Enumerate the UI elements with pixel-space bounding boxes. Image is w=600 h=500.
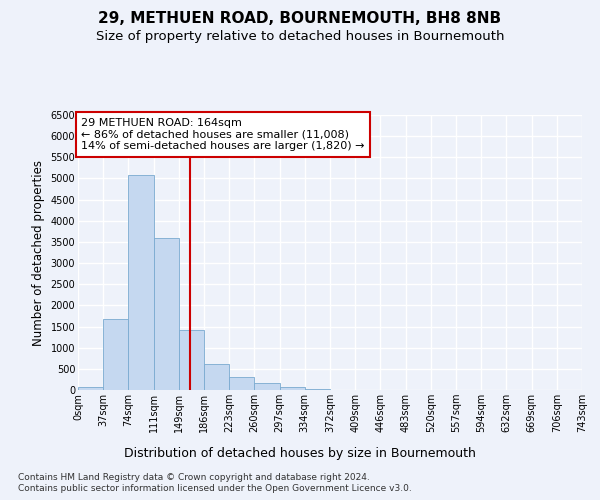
Text: Contains public sector information licensed under the Open Government Licence v3: Contains public sector information licen… — [18, 484, 412, 493]
Bar — [254, 383, 280, 390]
Bar — [204, 364, 229, 390]
Bar — [103, 320, 128, 390]
Text: Contains HM Land Registry data © Crown copyright and database right 2024.: Contains HM Land Registry data © Crown c… — [18, 472, 370, 482]
Text: 29 METHUEN ROAD: 164sqm
← 86% of detached houses are smaller (11,008)
14% of sem: 29 METHUEN ROAD: 164sqm ← 86% of detache… — [82, 118, 365, 151]
Bar — [229, 378, 254, 390]
Bar — [305, 389, 330, 390]
Text: 29, METHUEN ROAD, BOURNEMOUTH, BH8 8NB: 29, METHUEN ROAD, BOURNEMOUTH, BH8 8NB — [98, 11, 502, 26]
Bar — [78, 387, 103, 390]
Y-axis label: Number of detached properties: Number of detached properties — [32, 160, 45, 346]
Bar — [128, 175, 154, 390]
Bar — [179, 330, 204, 390]
Bar — [154, 238, 179, 390]
Text: Size of property relative to detached houses in Bournemouth: Size of property relative to detached ho… — [96, 30, 504, 43]
Bar — [280, 388, 305, 390]
Text: Distribution of detached houses by size in Bournemouth: Distribution of detached houses by size … — [124, 448, 476, 460]
